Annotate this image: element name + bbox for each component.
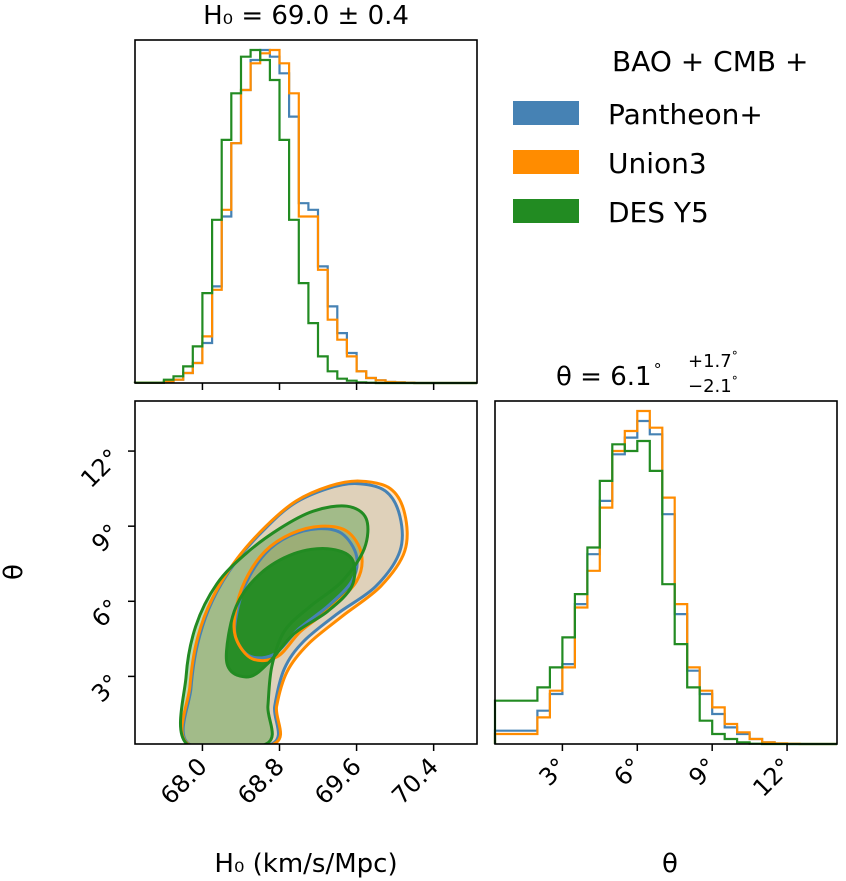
theta-hist-des-y5 bbox=[493, 439, 837, 746]
contour-line-des-y5-outer bbox=[179, 504, 370, 744]
legend-title: BAO + CMB + bbox=[612, 45, 808, 78]
theta-y-tick-label: 6° bbox=[86, 594, 125, 633]
contour-line-union3-outer bbox=[180, 479, 409, 744]
contour-fill-layer bbox=[180, 481, 408, 744]
theta-hist-pantheon bbox=[493, 419, 837, 746]
theta-title-upper: +1.7° bbox=[688, 349, 738, 372]
theta-y-tick-label: 3° bbox=[86, 669, 125, 708]
legend-swatch-des-y5 bbox=[513, 199, 579, 223]
theta-panel-title: θ = 6.1 ° +1.7° −2.1° bbox=[556, 349, 738, 397]
h0-hist-union3 bbox=[133, 48, 477, 385]
h0-panel-title: H₀ = 69.0 ± 0.4 bbox=[203, 1, 409, 31]
theta-title-main: θ = 6.1 ° bbox=[556, 360, 662, 392]
joint-panel bbox=[134, 400, 478, 745]
theta-y-tick-label: 12° bbox=[75, 444, 125, 494]
theta-x-tick-label: 6° bbox=[608, 752, 647, 791]
legend: BAO + CMB + Pantheon+ Union3 DES Y5 bbox=[513, 45, 808, 229]
theta-x-axis-label: θ bbox=[662, 849, 678, 879]
theta-x-tick-label: 3° bbox=[534, 752, 573, 791]
h0-marginal-panel bbox=[134, 39, 478, 384]
theta-hist-union3 bbox=[493, 409, 837, 746]
legend-swatch-pantheon bbox=[513, 101, 579, 125]
theta-x-tick-label: 9° bbox=[683, 752, 722, 791]
tick-layer: 68.0 68.8 69.6 70.4 3° 6° 9° 12° 3° 6° 9° 12° bbox=[75, 383, 797, 810]
contour-line-layer bbox=[179, 479, 409, 744]
legend-label-pantheon: Pantheon+ bbox=[608, 98, 763, 131]
theta-title-lower: −2.1° bbox=[688, 374, 738, 397]
theta-x-tick-label: 12° bbox=[747, 752, 797, 802]
h0-tick-label: 68.0 bbox=[155, 752, 213, 810]
h0-tick-label: 70.4 bbox=[386, 752, 444, 810]
contour-fill-des-y5-inner bbox=[226, 548, 355, 677]
theta-y-tick-label: 9° bbox=[86, 519, 125, 558]
theta-marginal-panel bbox=[494, 400, 838, 745]
h0-tick-label: 68.8 bbox=[232, 752, 290, 810]
legend-swatch-union3 bbox=[513, 150, 579, 174]
legend-label-union3: Union3 bbox=[608, 147, 707, 180]
legend-label-des-y5: DES Y5 bbox=[608, 196, 709, 229]
h0-axis-label: H₀ (km/s/Mpc) bbox=[214, 849, 397, 879]
h0-tick-label: 69.6 bbox=[309, 752, 367, 810]
contour-line-union3-inner bbox=[232, 524, 364, 663]
theta-y-axis-label: θ bbox=[0, 564, 29, 580]
contour-line-pantheon-inner bbox=[233, 527, 359, 660]
contour-line-des-y5-inner bbox=[224, 547, 357, 679]
